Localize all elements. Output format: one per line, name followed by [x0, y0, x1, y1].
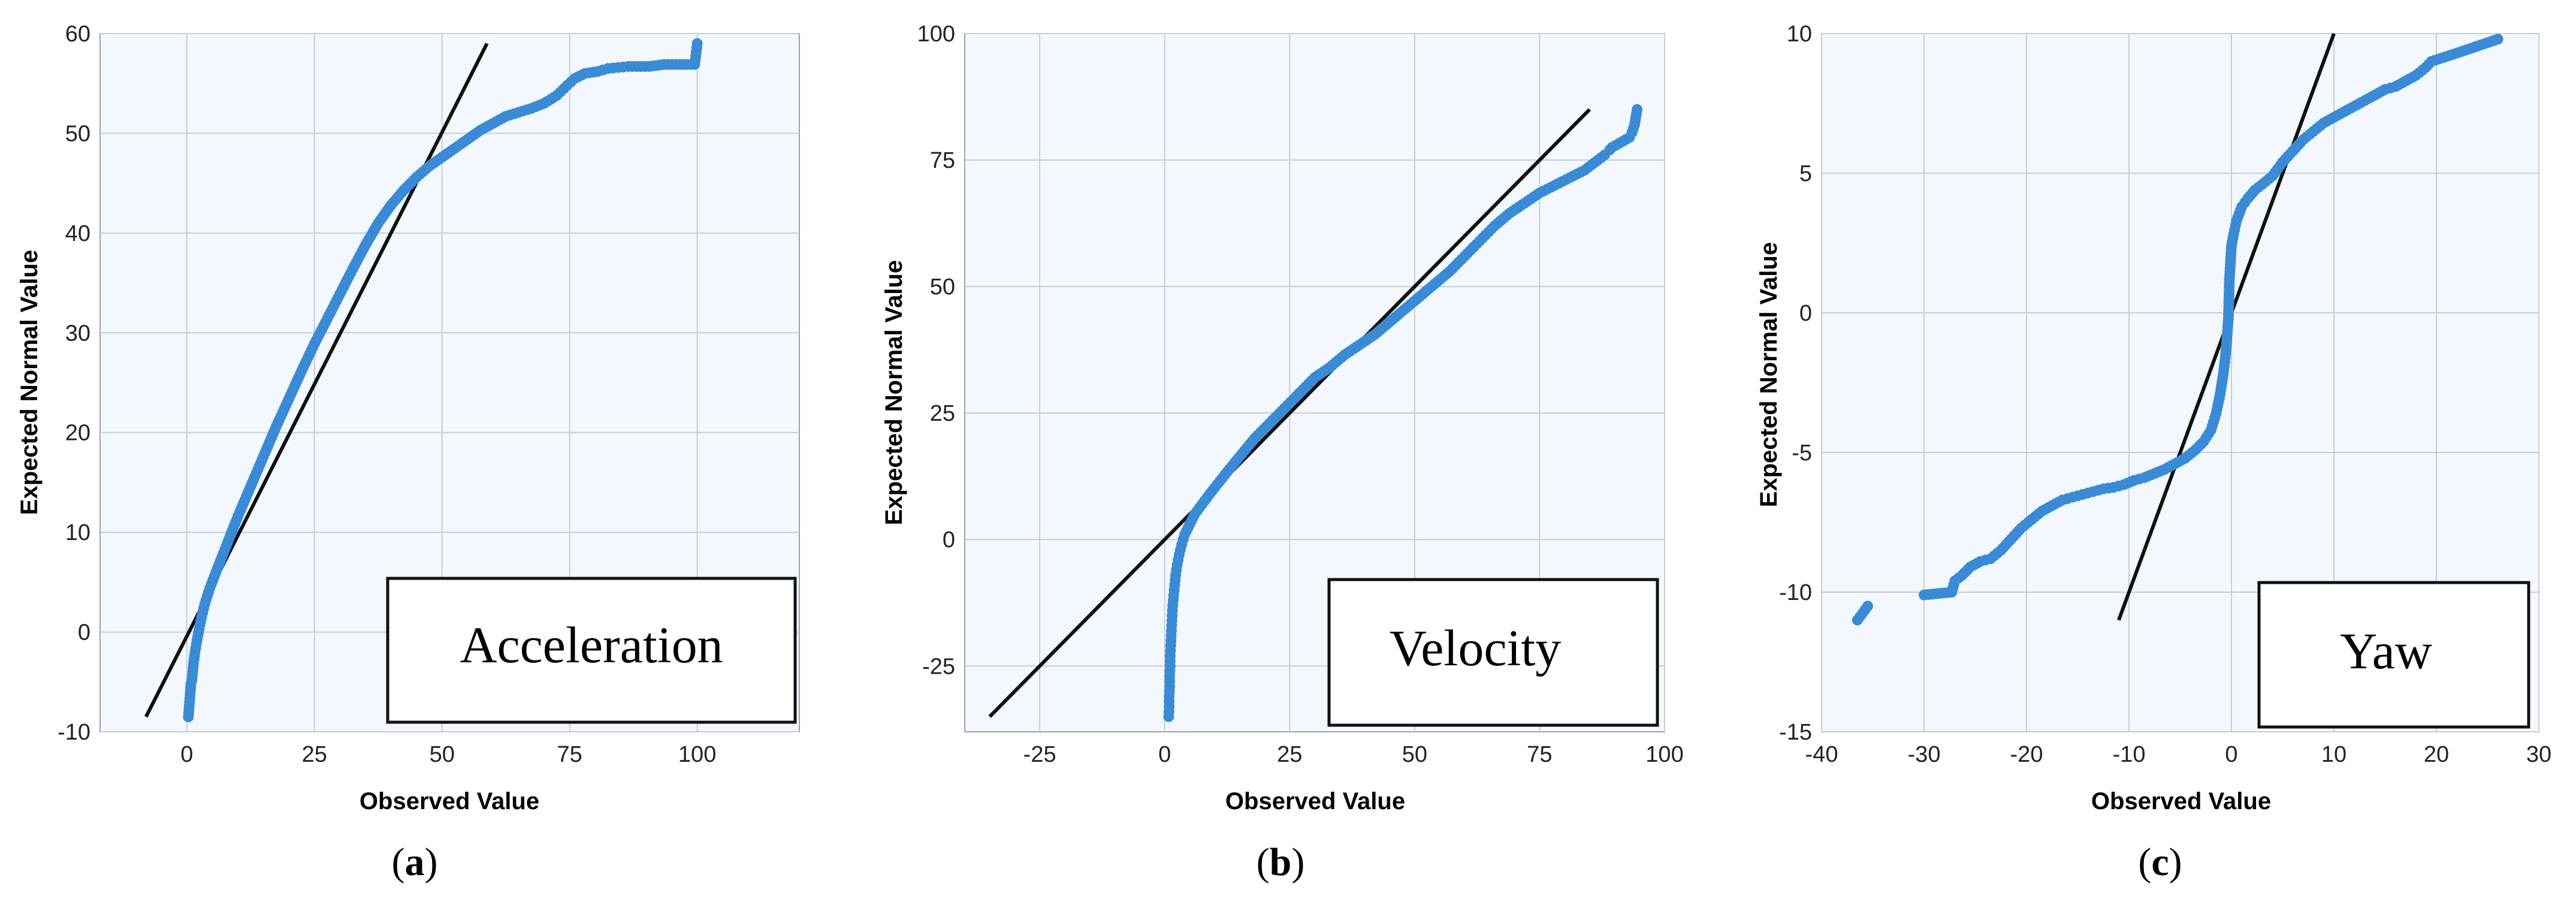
x-tick-label: 10	[2321, 742, 2347, 767]
data-point	[1862, 601, 1873, 612]
y-tick-label: -25	[922, 654, 955, 679]
x-tick-label: 25	[1277, 742, 1302, 767]
y-tick-label: 5	[1799, 161, 1812, 186]
points-b	[1163, 104, 1643, 722]
x-tick-label: 75	[557, 742, 582, 767]
x-axis-label-c: Observed Value	[2091, 788, 2271, 815]
tick-labels-c: -40 -30 -20 -10 0 10 20 30 -15 -10 -5 0 5 10	[1779, 22, 2551, 767]
points-a	[183, 38, 703, 723]
x-tick-label: 0	[2225, 742, 2237, 767]
x-tick-label: 20	[2424, 742, 2449, 767]
panel-letter-a: a	[405, 840, 425, 884]
panel-label-b: (b)	[1257, 840, 1305, 884]
x-tick-label: -20	[2010, 742, 2043, 767]
x-tick-label: 25	[302, 742, 327, 767]
x-tick-label: 100	[1645, 742, 1683, 767]
annotation-box-b	[1327, 578, 1659, 727]
annotation-box-a	[386, 577, 797, 724]
x-tick-label: 100	[678, 742, 716, 767]
y-tick-label: 0	[1799, 301, 1812, 326]
x-tick-label: -25	[1023, 742, 1056, 767]
data-point	[1632, 104, 1643, 115]
y-tick-label: 40	[65, 221, 90, 246]
y-tick-label: 0	[943, 527, 955, 553]
data-point	[2492, 34, 2503, 45]
x-tick-label: -30	[1908, 742, 1941, 767]
tick-labels-a: 0 25 50 75 100 -10 0 10 20 30 40 50 60	[58, 22, 716, 767]
y-tick-label: 0	[78, 620, 90, 645]
y-tick-label: -10	[1779, 580, 1812, 605]
y-tick-label: 20	[65, 421, 90, 446]
panel-letter-b: b	[1270, 840, 1292, 884]
y-axis-label-a: Expected Normal Value	[16, 250, 43, 515]
panel-b: -25 0 25 50 75 100 -25 0 25 50 75 100 Velocity Obse…	[881, 22, 1684, 884]
data-point	[691, 38, 703, 49]
reference-line-b	[988, 108, 1591, 718]
points-c	[1852, 34, 2503, 626]
y-tick-label: -5	[1792, 441, 1812, 466]
y-tick-label: 30	[65, 321, 90, 346]
panel-label-a: (a)	[392, 840, 438, 884]
panel-c: -40 -30 -20 -10 0 10 20 30 -15 -10 -5 0 5 10 Yaw Obse…	[1756, 22, 2551, 884]
y-tick-label: 100	[917, 22, 955, 47]
x-tick-label: 0	[1158, 742, 1171, 767]
annotation-label-a: Acceleration	[460, 616, 723, 674]
x-axis-label-a: Observed Value	[360, 788, 539, 815]
panel-letter-c: c	[2151, 840, 2169, 884]
y-axis-label-b: Expected Normal Value	[881, 260, 907, 525]
x-tick-label: 0	[180, 742, 193, 767]
y-tick-label: 50	[65, 121, 90, 146]
x-tick-label: -10	[2113, 742, 2146, 767]
x-tick-label: 75	[1527, 742, 1552, 767]
y-tick-label: 50	[930, 275, 955, 300]
panel-label-c: (c)	[2138, 840, 2182, 884]
y-tick-label: -10	[58, 720, 90, 745]
x-axis-label-b: Observed Value	[1225, 788, 1405, 815]
x-tick-label: 30	[2526, 742, 2551, 767]
tick-labels-b: -25 0 25 50 75 100 -25 0 25 50 75 100	[917, 22, 1684, 767]
y-tick-label: -15	[1779, 720, 1812, 745]
y-tick-label: 10	[1787, 22, 1812, 47]
x-tick-label: -40	[1805, 742, 1838, 767]
y-tick-label: 25	[930, 401, 955, 426]
y-tick-label: 60	[65, 22, 90, 47]
y-axis-label-c: Expected Normal Value	[1756, 242, 1782, 507]
y-tick-label: 75	[930, 148, 955, 173]
annotation-box-c	[2257, 581, 2530, 729]
annotation-label-b: Velocity	[1390, 619, 1562, 677]
annotation-label-c: Yaw	[2340, 622, 2432, 680]
y-tick-label: 10	[65, 520, 90, 545]
x-tick-label: 50	[1402, 742, 1427, 767]
x-tick-label: 50	[430, 742, 455, 767]
